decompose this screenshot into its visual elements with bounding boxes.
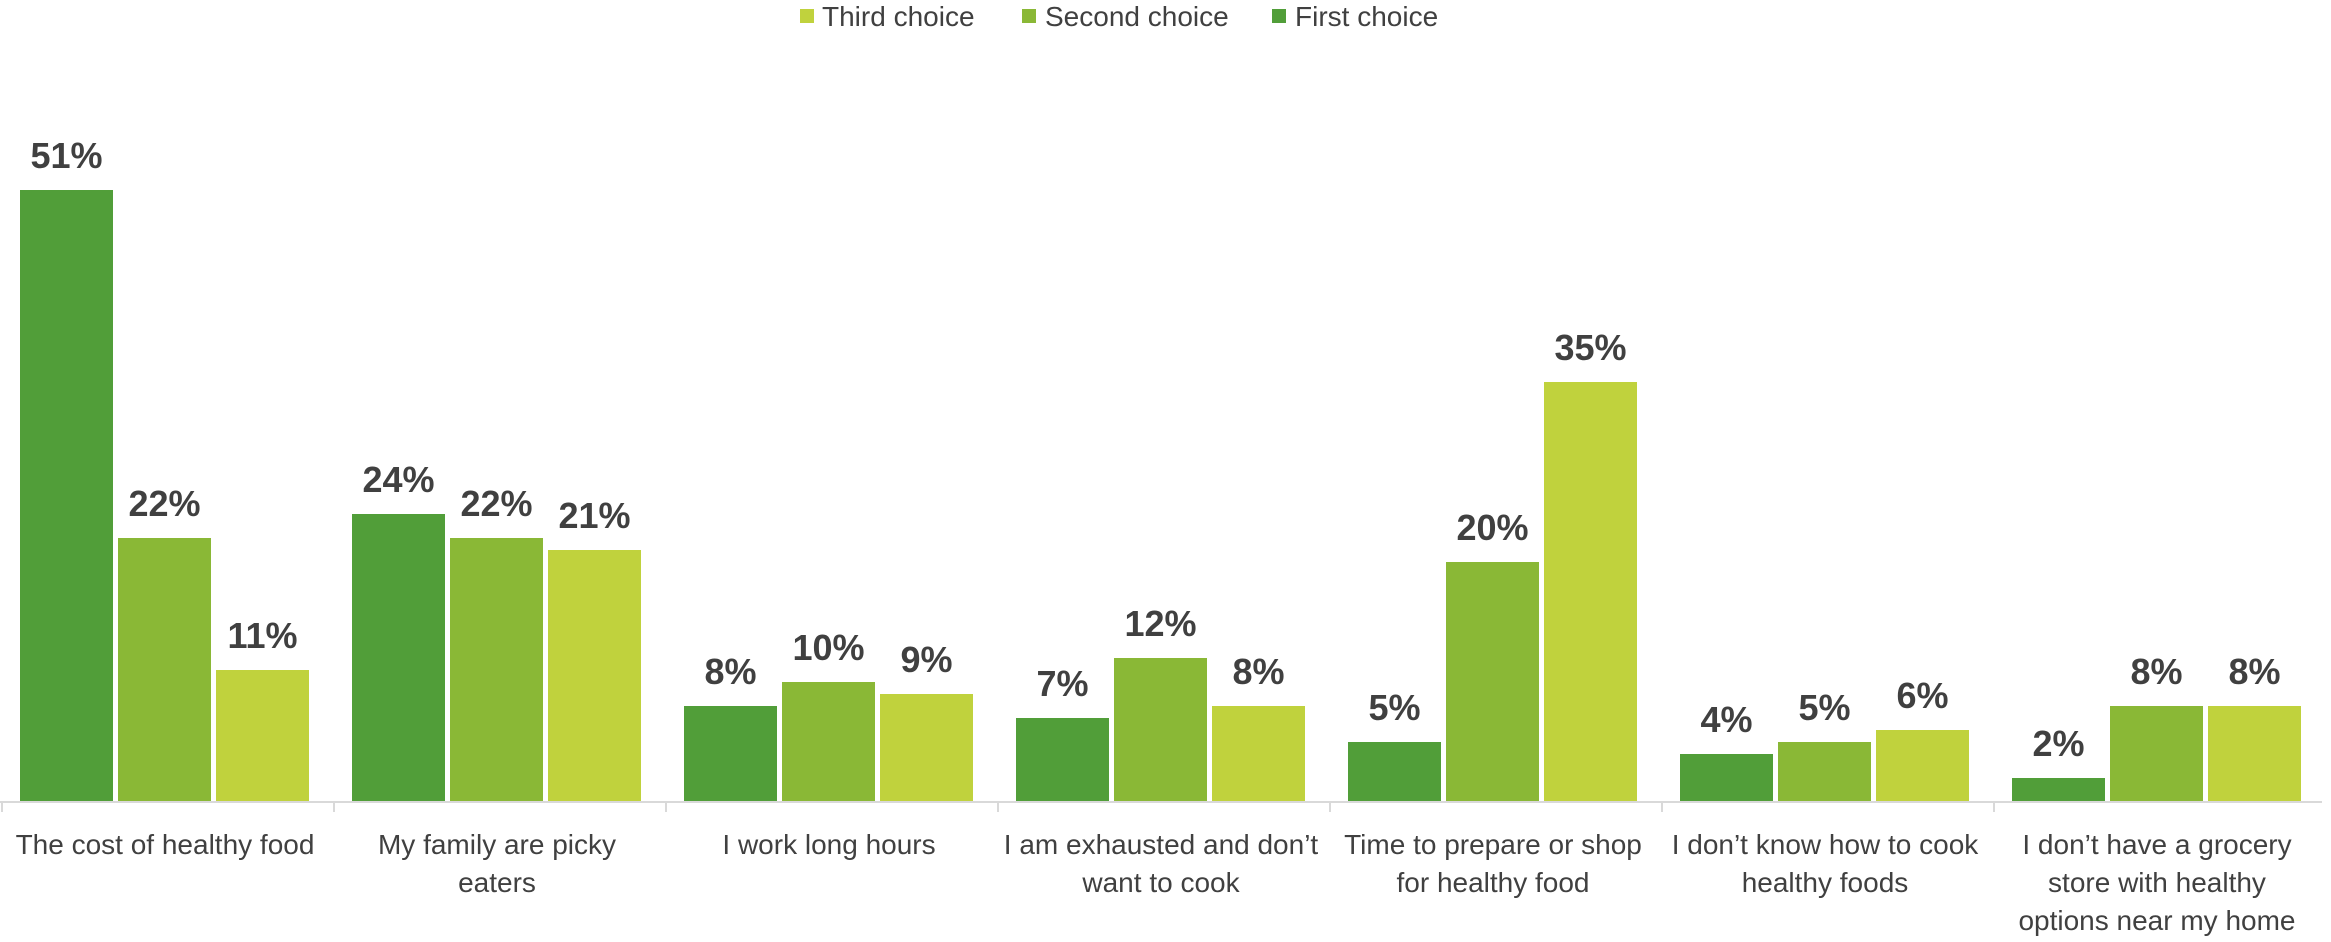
category-label-5: Time to prepare or shop for healthy food bbox=[1344, 829, 1642, 898]
category-label-1: The cost of healthy food bbox=[16, 829, 315, 860]
category-label-6: I don’t know how to cook healthy foods bbox=[1672, 829, 1980, 898]
value-label-third-choice-7: 8% bbox=[2228, 651, 2280, 692]
bar-second-choice-1 bbox=[118, 538, 211, 802]
value-label-third-choice-3: 9% bbox=[900, 639, 952, 680]
bar-second-choice-6 bbox=[1778, 742, 1871, 802]
legend-label-first-choice: First choice bbox=[1295, 1, 1438, 32]
category-label-2: My family are picky eaters bbox=[378, 829, 616, 898]
category-label-7: I don’t have a grocery store with healthy… bbox=[2018, 829, 2295, 936]
value-label-third-choice-4: 8% bbox=[1232, 651, 1284, 692]
bar-second-choice-2 bbox=[450, 538, 543, 802]
bar-second-choice-3 bbox=[782, 682, 875, 802]
bar-third-choice-6 bbox=[1876, 730, 1969, 802]
value-label-first-choice-1: 51% bbox=[30, 135, 102, 176]
value-label-second-choice-2: 22% bbox=[460, 483, 532, 524]
legend-label-third-choice: Third choice bbox=[822, 1, 975, 32]
value-label-second-choice-1: 22% bbox=[128, 483, 200, 524]
bar-third-choice-7 bbox=[2208, 706, 2301, 802]
category-label-4: I am exhausted and don’t want to cook bbox=[1004, 829, 1319, 898]
value-label-first-choice-4: 7% bbox=[1036, 663, 1088, 704]
value-label-second-choice-3: 10% bbox=[792, 627, 864, 668]
value-label-third-choice-1: 11% bbox=[227, 615, 297, 656]
value-label-third-choice-5: 35% bbox=[1554, 327, 1626, 368]
value-label-second-choice-4: 12% bbox=[1124, 603, 1196, 644]
bar-second-choice-5 bbox=[1446, 562, 1539, 802]
legend-label-second-choice: Second choice bbox=[1045, 1, 1229, 32]
bar-first-choice-7 bbox=[2012, 778, 2105, 802]
value-label-first-choice-2: 24% bbox=[362, 459, 434, 500]
bar-third-choice-5 bbox=[1544, 382, 1637, 802]
bar-third-choice-3 bbox=[880, 694, 973, 802]
value-label-second-choice-5: 20% bbox=[1456, 507, 1528, 548]
category-label-3: I work long hours bbox=[722, 829, 935, 860]
value-label-third-choice-2: 21% bbox=[558, 495, 630, 536]
bar-groups bbox=[20, 190, 2301, 802]
value-label-first-choice-5: 5% bbox=[1368, 687, 1420, 728]
bar-first-choice-5 bbox=[1348, 742, 1441, 802]
legend-swatch-third-choice bbox=[800, 9, 814, 23]
legend-swatch-first-choice bbox=[1272, 9, 1286, 23]
value-label-second-choice-6: 5% bbox=[1798, 687, 1850, 728]
bar-first-choice-2 bbox=[352, 514, 445, 802]
bar-first-choice-3 bbox=[684, 706, 777, 802]
value-label-third-choice-6: 6% bbox=[1896, 675, 1948, 716]
legend-swatch-second-choice bbox=[1022, 9, 1036, 23]
bar-first-choice-4 bbox=[1016, 718, 1109, 802]
value-label-first-choice-6: 4% bbox=[1700, 699, 1752, 740]
value-labels: 51% 22% 11% 24% 22% 21% 8% 10% 9% 7% 12% 8% 5% 20% 35%… bbox=[30, 135, 2280, 764]
value-label-first-choice-7: 2% bbox=[2032, 723, 2084, 764]
bar-third-choice-1 bbox=[216, 670, 309, 802]
bar-first-choice-6 bbox=[1680, 754, 1773, 802]
bar-third-choice-4 bbox=[1212, 706, 1305, 802]
category-labels: The cost of healthy food My family are pi… bbox=[16, 829, 2296, 936]
bar-second-choice-7 bbox=[2110, 706, 2203, 802]
bar-second-choice-4 bbox=[1114, 658, 1207, 802]
bar-first-choice-1 bbox=[20, 190, 113, 802]
value-label-second-choice-7: 8% bbox=[2130, 651, 2182, 692]
chart-legend: Third choice Second choice First choice bbox=[800, 1, 1438, 32]
bar-third-choice-2 bbox=[548, 550, 641, 802]
value-label-first-choice-3: 8% bbox=[704, 651, 756, 692]
x-axis bbox=[0, 801, 2322, 812]
